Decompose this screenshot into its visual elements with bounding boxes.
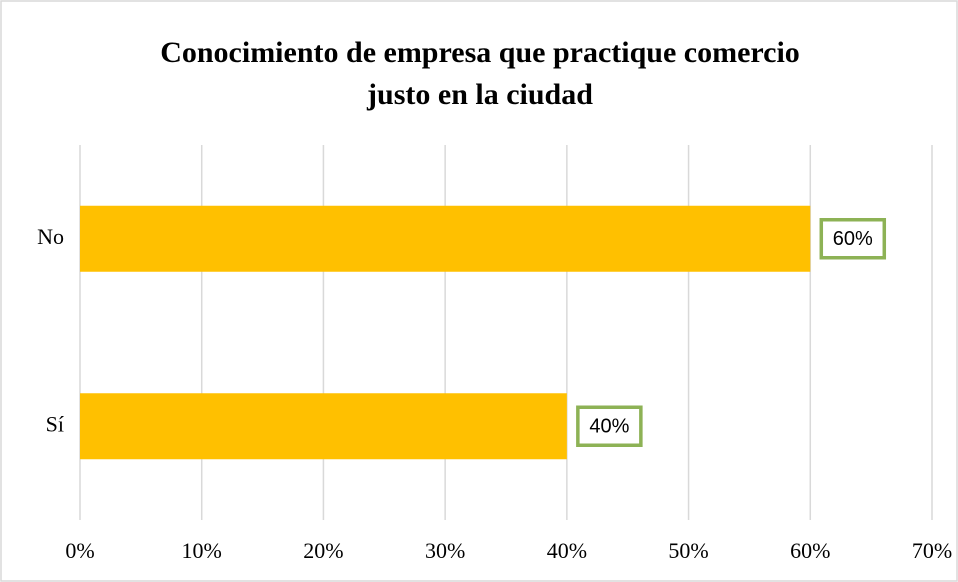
x-tick-label: 70%	[912, 538, 952, 563]
y-tick-label: Sí	[46, 411, 64, 436]
x-tick-label: 30%	[425, 538, 465, 563]
x-tick-label: 60%	[790, 538, 830, 563]
x-tick-label: 20%	[303, 538, 343, 563]
bar	[80, 205, 811, 272]
bar	[80, 393, 567, 460]
chart-title: Conocimiento de empresa que practique co…	[160, 36, 800, 111]
y-tick-label: No	[37, 224, 64, 249]
data-label-box	[819, 218, 887, 260]
data-label: 60%	[833, 228, 873, 250]
x-tick-label: 0%	[65, 538, 94, 563]
data-label-box	[576, 405, 643, 447]
data-label: 40%	[589, 416, 629, 438]
x-tick-label: 40%	[547, 538, 587, 563]
x-tick-label: 10%	[182, 538, 222, 563]
x-tick-label: 50%	[668, 538, 708, 563]
